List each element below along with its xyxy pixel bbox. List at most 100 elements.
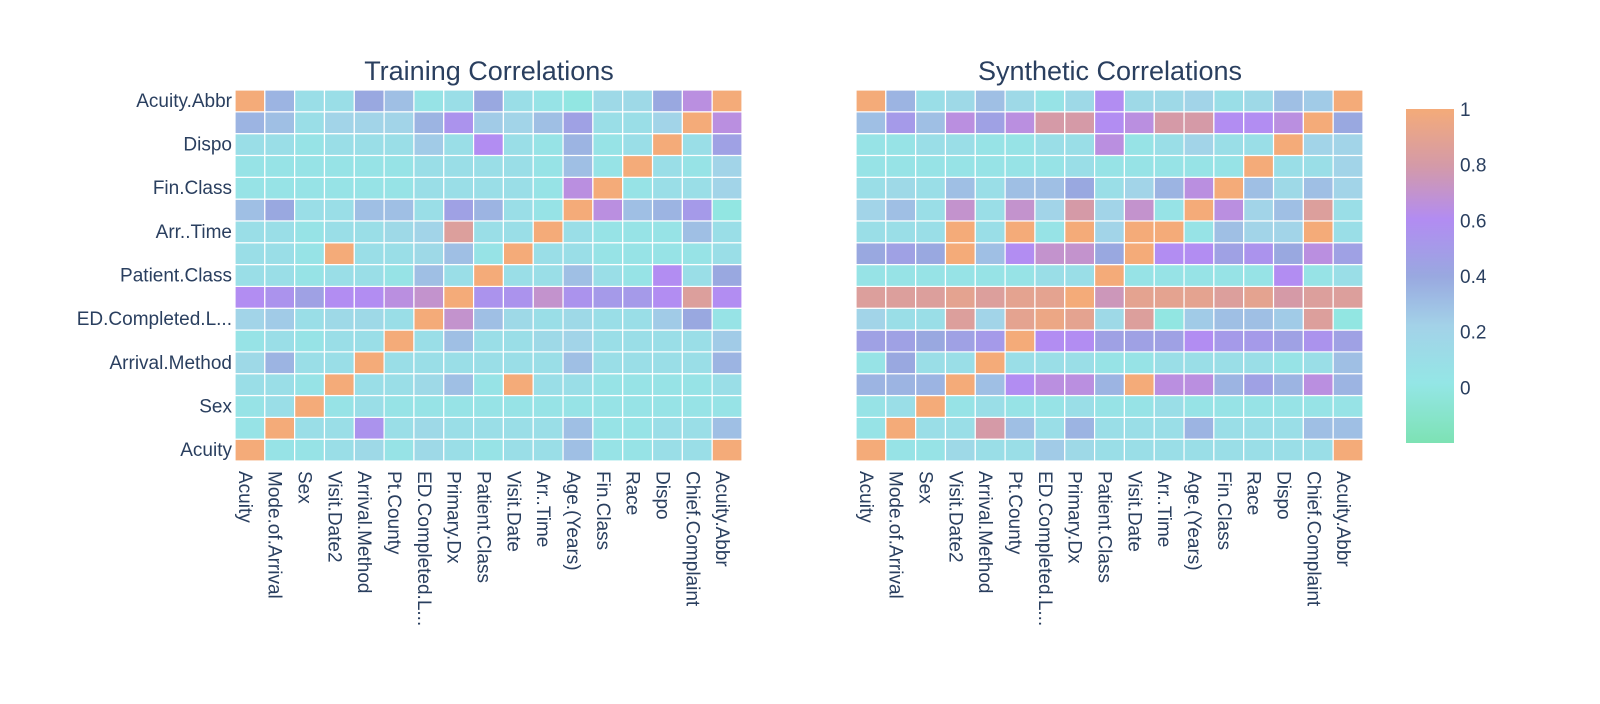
heatmap-cell <box>532 263 564 288</box>
y-tick-label: Dispo <box>183 135 232 156</box>
heatmap-cell <box>1153 198 1185 222</box>
heatmap-cell <box>1123 176 1155 200</box>
heatmap-cell <box>915 198 947 222</box>
heatmap-cell <box>294 373 326 397</box>
heatmap-cell <box>622 242 654 266</box>
heatmap-cell <box>1243 351 1275 375</box>
heatmap-cell <box>472 438 505 462</box>
heatmap-cell <box>294 198 326 222</box>
heatmap-cell <box>1213 438 1245 462</box>
heatmap-cell <box>651 285 683 309</box>
heatmap-cell <box>1213 263 1245 288</box>
heatmap-cell <box>592 394 624 418</box>
heatmap-cell <box>1093 416 1126 440</box>
heatmap-cell <box>915 329 947 353</box>
heatmap-cell <box>1302 198 1334 222</box>
heatmap-cell <box>885 133 917 157</box>
heatmap-cell <box>562 329 594 353</box>
heatmap-cell <box>1183 438 1215 462</box>
heatmap-cell <box>294 394 326 418</box>
heatmap-cell <box>353 263 385 288</box>
heatmap-cell <box>1302 416 1334 440</box>
heatmap-cell <box>1213 176 1245 200</box>
heatmap-cell <box>915 242 947 266</box>
heatmap-cell <box>1153 176 1185 200</box>
heatmap-cell <box>1153 307 1185 331</box>
heatmap-cell <box>1332 220 1364 244</box>
heatmap-cell <box>1243 394 1275 418</box>
heatmap-cell <box>651 329 683 353</box>
heatmap-cell <box>1332 263 1364 288</box>
heatmap-cell <box>383 111 415 135</box>
heatmap-cell <box>1034 111 1066 135</box>
heatmap-cell <box>472 416 505 440</box>
heatmap-cell <box>1093 154 1126 178</box>
heatmap-cell <box>562 263 594 288</box>
heatmap-cell <box>502 89 534 113</box>
heatmap-cell <box>562 176 594 200</box>
heatmap-cell <box>532 394 564 418</box>
heatmap-cell <box>562 285 594 309</box>
heatmap-cell <box>1064 329 1096 353</box>
heatmap-cell <box>532 307 564 331</box>
heatmap-cell <box>413 285 445 309</box>
heatmap-cell <box>711 176 743 200</box>
heatmap-cell <box>1213 111 1245 135</box>
heatmap-cell <box>353 373 385 397</box>
heatmap-cell <box>1302 176 1334 200</box>
heatmap-cell <box>1243 438 1275 462</box>
heatmap-cell <box>1093 111 1126 135</box>
heatmap-cell <box>885 242 917 266</box>
heatmap-cell <box>944 111 976 135</box>
heatmap-cell <box>1243 307 1275 331</box>
x-tick-label: Arrival.Method <box>974 471 995 594</box>
x-tick-label: Acuity <box>855 471 876 523</box>
heatmap-cell <box>681 176 713 200</box>
heatmap-cell <box>413 438 445 462</box>
heatmap-cell <box>234 198 266 222</box>
x-tick-label: Acuity <box>234 471 255 523</box>
heatmap-cell <box>383 242 415 266</box>
heatmap-cell <box>944 329 976 353</box>
x-tick-label: Chief.Complaint <box>1302 471 1323 607</box>
heatmap-cell <box>651 198 683 222</box>
heatmap-cell <box>592 329 624 353</box>
heatmap-cell <box>1004 329 1036 353</box>
heatmap-cell <box>443 89 475 113</box>
heatmap-cell <box>1123 154 1155 178</box>
heatmap-cell <box>944 416 976 440</box>
heatmap-cell <box>562 416 594 440</box>
y-tick-label: Acuity <box>180 440 232 461</box>
heatmap-cell <box>622 220 654 244</box>
heatmap-cell <box>622 133 654 157</box>
heatmap-cell <box>294 351 326 375</box>
heatmap-cell <box>944 438 976 462</box>
heatmap-cells <box>855 89 1364 462</box>
heatmap-cell <box>711 198 743 222</box>
heatmap-cell <box>502 329 534 353</box>
x-tick-label: Race <box>1243 471 1264 515</box>
heatmap-cell <box>1332 242 1364 266</box>
heatmap-cell <box>944 351 976 375</box>
heatmap-cell <box>532 438 564 462</box>
heatmap-cell <box>562 373 594 397</box>
heatmap-cell <box>472 394 505 418</box>
heatmap-cell <box>1093 285 1126 309</box>
heatmap-cell <box>622 176 654 200</box>
heatmap-cell <box>383 154 415 178</box>
heatmap-cell <box>502 416 534 440</box>
heatmap-cell <box>234 154 266 178</box>
heatmap-cell <box>1004 373 1036 397</box>
heatmap-cell <box>974 438 1006 462</box>
heatmap-cell <box>234 111 266 135</box>
heatmap-cell <box>711 263 743 288</box>
heatmap-cell <box>1272 154 1304 178</box>
heatmap-cell <box>1243 154 1275 178</box>
heatmap-cell <box>974 351 1006 375</box>
heatmap-cell <box>1004 220 1036 244</box>
heatmap-cell <box>562 307 594 331</box>
heatmap-cell <box>413 373 445 397</box>
heatmap-cell <box>651 351 683 375</box>
heatmap-cell <box>1153 111 1185 135</box>
heatmap-cell <box>1004 198 1036 222</box>
